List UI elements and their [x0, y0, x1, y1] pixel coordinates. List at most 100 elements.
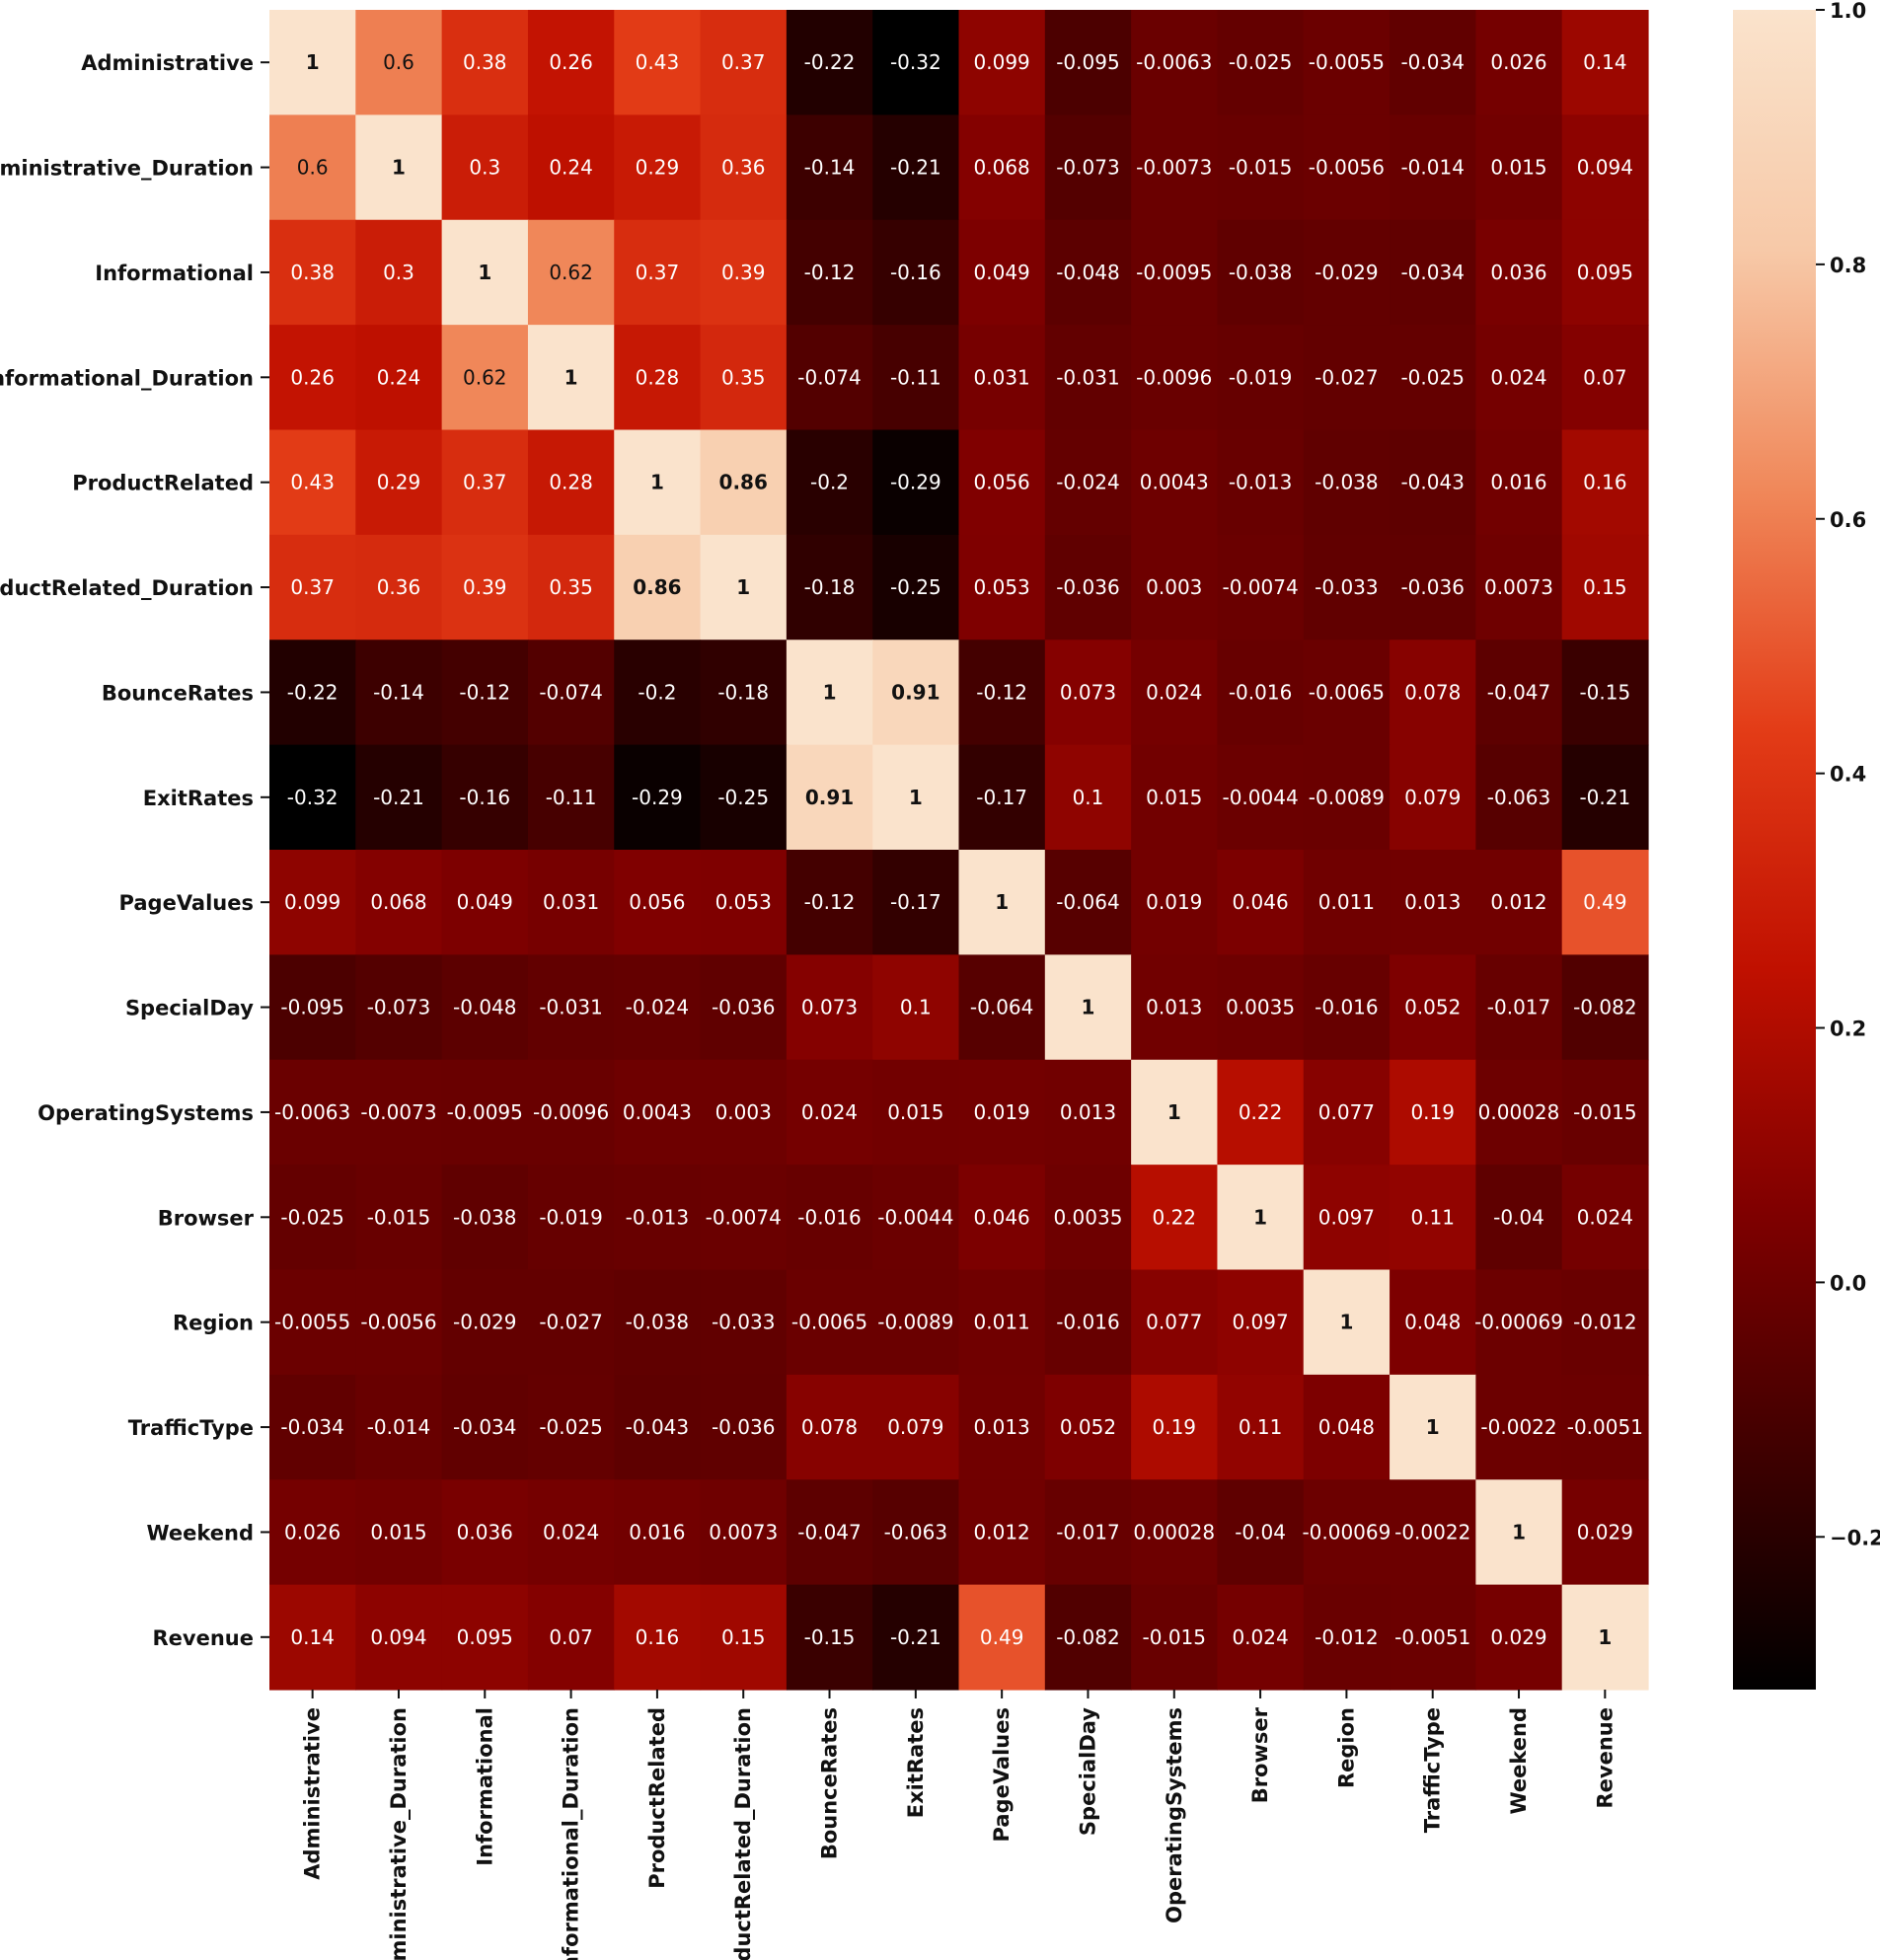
- colorbar-tick-label: 0.8: [1830, 254, 1866, 277]
- heatmap-cell: [355, 114, 443, 221]
- heatmap-cell: [1303, 1059, 1391, 1166]
- cell-value-label: -0.12: [804, 261, 856, 284]
- cell-value-label: -0.024: [1056, 471, 1119, 494]
- cell-value-label: -0.14: [373, 680, 424, 704]
- cell-value-label: -0.18: [804, 575, 856, 599]
- row-tick-label: BounceRates: [102, 681, 254, 705]
- heatmap-cell: [1303, 1165, 1391, 1271]
- cell-value-label: 0.068: [370, 890, 426, 914]
- cell-value-label: 0.43: [290, 471, 335, 494]
- heatmap-cell: [1217, 1479, 1305, 1586]
- heatmap-cell: [1044, 1059, 1132, 1166]
- heatmap-cell: [1044, 1269, 1132, 1376]
- row-tick-label: PageValues: [119, 891, 254, 915]
- cell-value-label: -0.038: [1315, 471, 1378, 494]
- heatmap-cell: [614, 850, 702, 955]
- cell-value-label: 0.003: [715, 1100, 772, 1124]
- cell-value-label: -0.033: [1315, 575, 1378, 599]
- heatmap-cell: [872, 850, 960, 955]
- row-tick-label: Weekend: [146, 1521, 254, 1545]
- cell-value-label: -0.11: [890, 365, 941, 389]
- heatmap-cell: [1044, 10, 1132, 115]
- heatmap-cell: [1131, 1269, 1219, 1376]
- cell-value-label: 0.011: [974, 1311, 1030, 1334]
- cell-value-label: -0.027: [539, 1311, 602, 1334]
- cell-value-label: 1: [1253, 1205, 1267, 1229]
- heatmap-cell: [355, 954, 443, 1061]
- heatmap-cell: [1390, 219, 1476, 326]
- heatmap-cell: [1390, 10, 1476, 115]
- cell-value-label: 0.053: [715, 890, 772, 914]
- cell-value-label: 0.013: [1404, 890, 1461, 914]
- cell-value-label: 0.0035: [1226, 996, 1295, 1019]
- cell-value-label: -0.0073: [360, 1100, 436, 1124]
- heatmap-cell: [872, 10, 960, 115]
- cell-value-label: 1: [1512, 1520, 1526, 1544]
- heatmap-cell: [1561, 1165, 1649, 1271]
- heatmap-cell: [441, 114, 529, 221]
- heatmap-cell: [1303, 429, 1391, 536]
- cell-value-label: 0.91: [891, 680, 940, 704]
- column-labels: Administrative Administrative_Duration Inf…: [301, 1690, 1617, 1960]
- cell-value-label: 0.036: [1490, 261, 1546, 284]
- cell-value-label: 1: [564, 365, 578, 389]
- heatmap-cell: [958, 429, 1046, 536]
- heatmap-cell: [1303, 640, 1391, 746]
- heatmap-cells: [269, 10, 1649, 1691]
- cell-value-label: -0.038: [1229, 261, 1292, 284]
- heatmap-cell: [1131, 534, 1219, 641]
- cell-value-label: -0.15: [1579, 680, 1630, 704]
- cell-annotations: 1 0.6 0.38 0.26 0.43 0.37 -0.22 -0.32 0.099 -0.09…: [274, 50, 1643, 1649]
- heatmap-cell: [527, 1479, 615, 1586]
- cell-value-label: 1: [1082, 996, 1095, 1019]
- cell-value-label: 0.19: [1410, 1100, 1455, 1124]
- cell-value-label: -0.0074: [1222, 575, 1298, 599]
- heatmap-cell: [1303, 1374, 1391, 1480]
- cell-value-label: -0.036: [1056, 575, 1119, 599]
- heatmap-cell: [1217, 114, 1305, 221]
- heatmap-cell: [1303, 954, 1391, 1061]
- cell-value-label: 0.024: [1490, 365, 1546, 389]
- heatmap-cell: [614, 114, 702, 221]
- heatmap-cell: [958, 1479, 1046, 1586]
- heatmap-cell: [441, 640, 529, 746]
- cell-value-label: -0.32: [890, 50, 941, 74]
- heatmap-cell: [355, 1479, 443, 1586]
- heatmap-cell: [700, 1374, 788, 1480]
- heatmap-cell: [958, 534, 1046, 641]
- cell-value-label: -0.013: [1229, 471, 1292, 494]
- cell-value-label: 0.013: [974, 1415, 1030, 1439]
- heatmap-cell: [1390, 1059, 1476, 1166]
- heatmap-cell: [1390, 1269, 1476, 1376]
- cell-value-label: -0.0044: [877, 1205, 953, 1229]
- cell-value-label: 0.15: [1583, 575, 1627, 599]
- cell-value-label: 0.1: [900, 996, 932, 1019]
- heatmap-cell: [872, 1269, 960, 1376]
- heatmap-cell: [355, 744, 443, 851]
- heatmap-cell: [1475, 1059, 1563, 1166]
- cell-value-label: -0.048: [1056, 261, 1119, 284]
- heatmap-cell: [700, 954, 788, 1061]
- cell-value-label: -0.082: [1573, 996, 1636, 1019]
- heatmap-cell: [1217, 219, 1305, 326]
- heatmap-cell: [872, 640, 960, 746]
- cell-value-label: 0.14: [290, 1625, 335, 1649]
- heatmap-cell: [1131, 1059, 1219, 1166]
- heatmap-cell: [527, 534, 615, 641]
- heatmap-cell: [1131, 1165, 1219, 1271]
- cell-value-label: -0.027: [1315, 365, 1378, 389]
- cell-value-label: -0.29: [890, 471, 941, 494]
- heatmap-cell: [958, 850, 1046, 955]
- cell-value-label: -0.2: [638, 680, 676, 704]
- cell-value-label: -0.029: [453, 1311, 516, 1334]
- heatmap-cell: [269, 534, 356, 641]
- heatmap-cell: [1131, 1374, 1219, 1480]
- cell-value-label: -0.0063: [274, 1100, 350, 1124]
- row-tick-label: Informational_Duration: [0, 366, 254, 390]
- cell-value-label: -0.063: [1487, 786, 1550, 809]
- cell-value-label: -0.00069: [1302, 1520, 1391, 1544]
- cell-value-label: -0.031: [1056, 365, 1119, 389]
- heatmap-cell: [1475, 954, 1563, 1061]
- cell-value-label: -0.0065: [1309, 680, 1385, 704]
